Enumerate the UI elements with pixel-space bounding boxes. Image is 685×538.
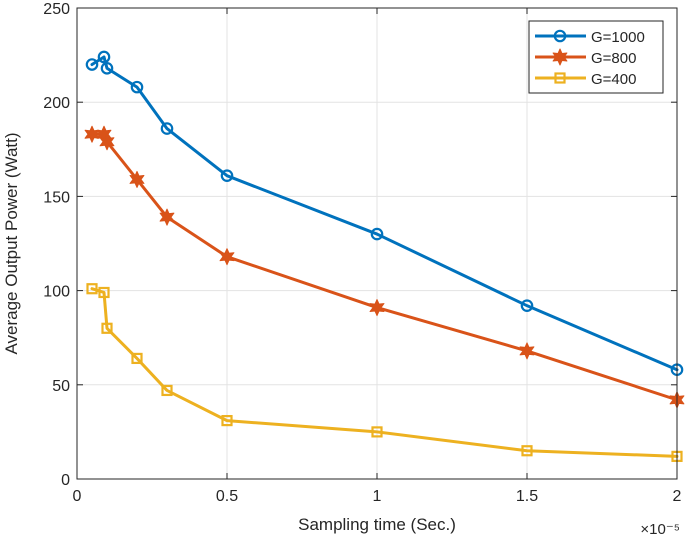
data-point-g-800	[129, 170, 145, 188]
x-tick-label: 0	[73, 488, 82, 505]
legend-swatch-marker	[552, 48, 568, 66]
data-point-g-1000	[520, 299, 534, 312]
data-point-g-400	[131, 352, 143, 365]
legend-label: G=1000	[591, 29, 645, 46]
data-point-g-800	[369, 299, 385, 317]
x-tick-label: 1	[373, 488, 382, 505]
data-point-g-400	[161, 384, 173, 397]
series-line-g-1000	[90, 55, 679, 372]
legend-label: G=400	[591, 71, 636, 88]
series-g-1000	[85, 50, 684, 377]
data-point-g-400	[521, 445, 533, 457]
legend-item-g-1000: G=1000	[535, 29, 645, 46]
series-g-800	[84, 125, 685, 409]
series-line-g-400	[90, 287, 679, 458]
y-axis-label: Average Output Power (Watt)	[2, 132, 21, 354]
data-point-g-1000	[85, 58, 99, 71]
data-point-g-400	[371, 426, 383, 438]
y-tick-label: 150	[43, 189, 70, 206]
series-g-400	[86, 283, 683, 462]
y-tick-label: 100	[43, 284, 70, 301]
data-point-g-1000	[220, 169, 234, 182]
legend-item-g-800: G=800	[535, 48, 636, 67]
data-point-g-1000	[130, 80, 144, 94]
data-point-g-800	[519, 342, 535, 360]
legend-item-g-400: G=400	[535, 71, 636, 88]
legend-swatch-marker	[553, 29, 567, 43]
data-point-g-1000	[370, 227, 384, 241]
x-tick-label: 1.5	[516, 488, 538, 505]
series-group	[84, 50, 685, 462]
legend-swatch-marker	[554, 72, 566, 84]
axis-ticks: 0 0.5 1 1.5 2 0 50 100 150 200 250	[43, 1, 681, 505]
y-tick-label: 200	[43, 95, 70, 112]
data-point-g-800	[219, 248, 235, 266]
x-axis-label: Sampling time (Sec.)	[298, 515, 456, 534]
data-point-g-400	[221, 414, 233, 427]
data-point-g-1000	[100, 61, 114, 75]
legend: G=1000 G=800 G=400	[528, 20, 664, 94]
x-tick-label: 2	[673, 488, 682, 505]
data-point-g-400	[98, 286, 110, 299]
y-tick-label: 250	[43, 1, 70, 18]
data-point-g-800	[159, 208, 175, 226]
data-point-g-1000	[160, 122, 174, 135]
data-point-g-400	[101, 322, 113, 334]
legend-label: G=800	[591, 50, 636, 67]
data-point-g-800	[99, 133, 115, 151]
series-line-g-800	[90, 132, 679, 402]
x-axis-exponent: ×10⁻⁵	[640, 521, 680, 538]
y-tick-label: 0	[61, 472, 70, 489]
data-point-g-1000	[97, 50, 111, 64]
x-tick-label: 0.5	[216, 488, 238, 505]
data-point-g-400	[86, 283, 98, 295]
y-tick-label: 50	[52, 378, 70, 395]
